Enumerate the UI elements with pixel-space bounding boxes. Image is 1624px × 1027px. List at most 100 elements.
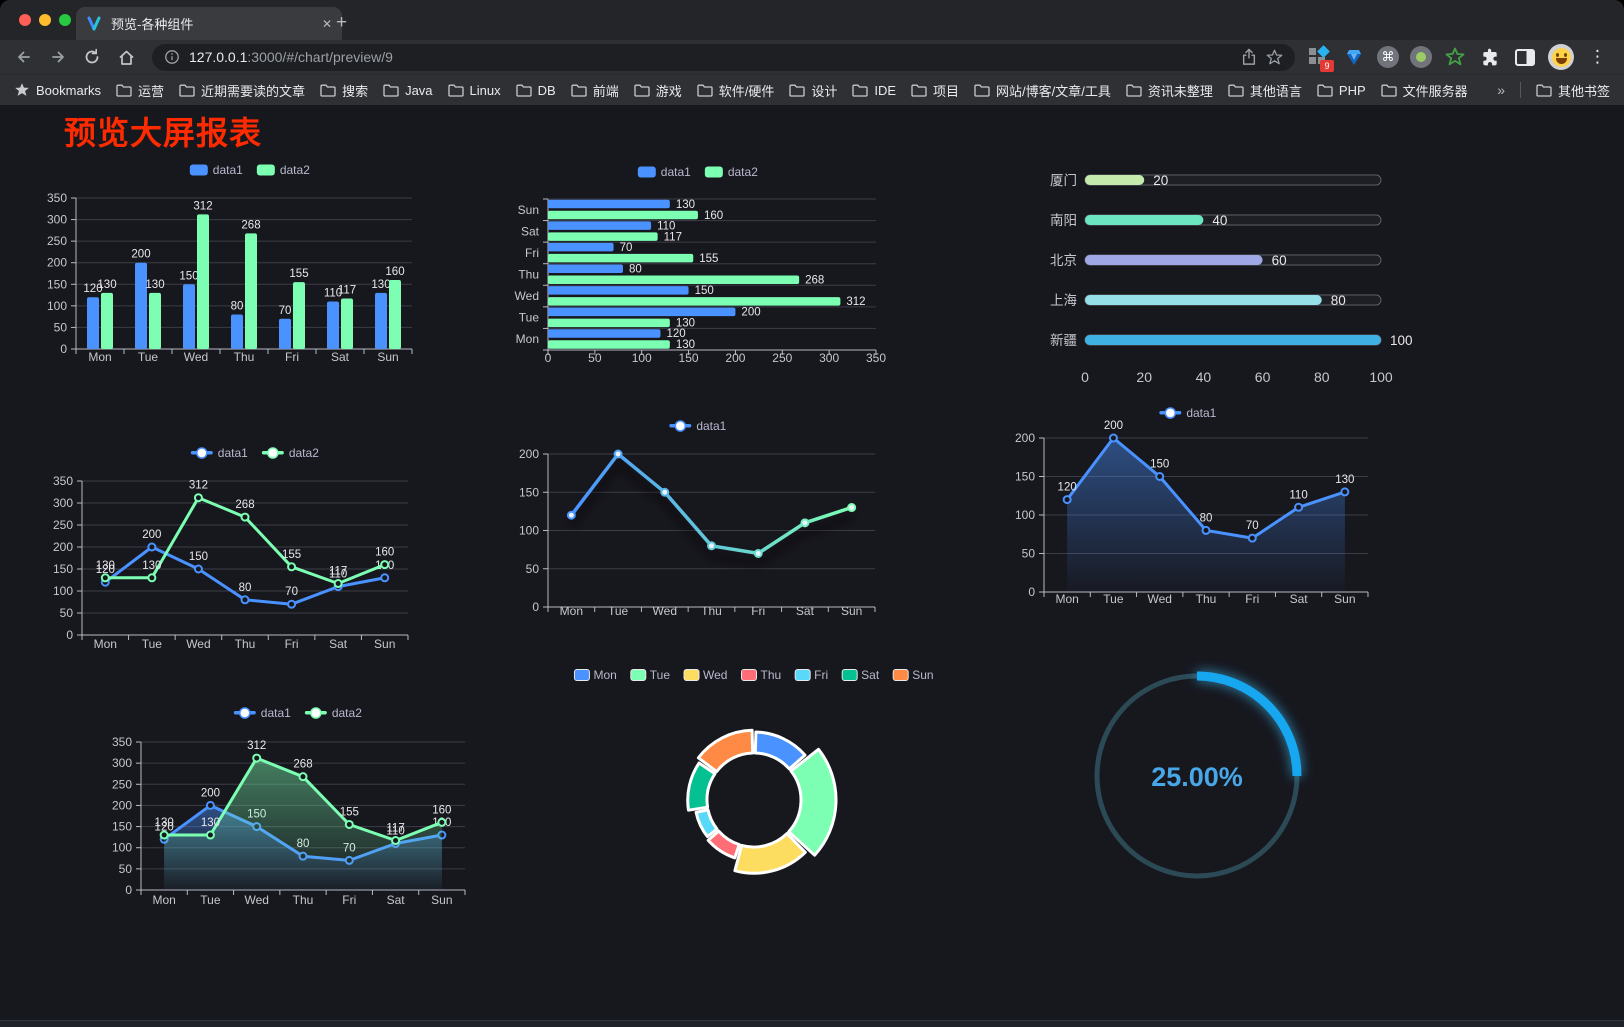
command-extension-icon[interactable]: ⌘ — [1377, 46, 1399, 68]
extension-badge: 9 — [1320, 60, 1334, 72]
svg-text:100: 100 — [1369, 369, 1393, 385]
svg-text:250: 250 — [47, 234, 67, 248]
reload-icon[interactable] — [78, 43, 106, 71]
folder-icon — [1126, 84, 1142, 97]
bookmark-folder[interactable]: 资讯未整理 — [1126, 81, 1213, 100]
share-icon[interactable] — [1241, 48, 1257, 66]
bookmark-folder[interactable]: 网站/博客/文章/工具 — [974, 81, 1111, 100]
page-title: 预览大屏报表 — [64, 115, 263, 151]
bookmark-folder[interactable]: 近期需要读的文章 — [179, 81, 305, 100]
tab-close-icon[interactable]: ✕ — [321, 16, 332, 31]
green-star-extension-icon[interactable] — [1443, 45, 1467, 69]
svg-text:80: 80 — [1314, 369, 1330, 385]
svg-text:Thu: Thu — [234, 350, 255, 364]
new-tab-button[interactable]: + — [336, 12, 348, 33]
recorder-extension-icon[interactable] — [1410, 46, 1432, 68]
svg-text:Sun: Sun — [431, 893, 452, 907]
bookmark-folder[interactable]: 项目 — [911, 81, 959, 100]
back-icon[interactable] — [10, 43, 38, 71]
folder-icon — [974, 84, 990, 97]
sidebar-icon[interactable] — [1513, 45, 1537, 69]
svg-text:312: 312 — [189, 480, 208, 492]
minimize-window-button[interactable] — [39, 14, 51, 26]
svg-text:Sun: Sun — [377, 350, 398, 364]
svg-text:data2: data2 — [280, 163, 310, 177]
svg-text:200: 200 — [725, 351, 745, 365]
svg-text:150: 150 — [179, 270, 198, 282]
site-info-icon[interactable] — [164, 49, 180, 65]
pie-slice-Mon — [753, 730, 807, 771]
svg-text:80: 80 — [231, 300, 244, 312]
bookmark-folder[interactable]: 设计 — [789, 81, 837, 100]
svg-text:Tue: Tue — [142, 637, 163, 651]
svg-text:80: 80 — [1200, 512, 1213, 524]
chart-area-two-series: data1 data2 0 50 100 150 200 250 300 350 Mon Tue Wed… — [108, 700, 488, 915]
bookmark-folder[interactable]: 游戏 — [634, 81, 682, 100]
zoom-window-button[interactable] — [59, 14, 71, 26]
svg-text:0: 0 — [1028, 585, 1035, 599]
grid-extension-icon[interactable]: 9 — [1307, 45, 1334, 72]
svg-text:117: 117 — [664, 231, 682, 243]
svg-text:300: 300 — [53, 496, 73, 510]
svg-text:250: 250 — [112, 777, 132, 791]
svg-text:0: 0 — [1081, 369, 1089, 385]
bookmark-star-icon[interactable] — [1266, 49, 1283, 66]
emoji-face-icon — [1551, 47, 1571, 67]
bookmark-folder[interactable]: Java — [383, 81, 433, 100]
address-bar[interactable]: 127.0.0.1:3000/#/chart/preview/9 — [152, 43, 1295, 71]
svg-text:130: 130 — [201, 817, 220, 829]
bookmark-folder[interactable]: 文件服务器 — [1381, 81, 1468, 100]
close-window-button[interactable] — [19, 14, 31, 26]
svg-text:110: 110 — [386, 825, 404, 837]
svg-text:350: 350 — [47, 191, 67, 205]
home-icon[interactable] — [112, 43, 140, 71]
bookmark-folder[interactable]: 搜索 — [320, 81, 368, 100]
svg-text:200: 200 — [1104, 420, 1123, 432]
svg-text:250: 250 — [772, 351, 792, 365]
bookmark-folder[interactable]: 其他语言 — [1228, 81, 1302, 100]
svg-text:Thu: Thu — [760, 668, 781, 682]
svg-text:250: 250 — [53, 518, 73, 532]
bookmark-folder[interactable]: DB — [515, 81, 556, 100]
svg-text:155: 155 — [699, 253, 718, 265]
bookmark-folder[interactable]: 软件/硬件 — [697, 81, 774, 100]
profile-avatar[interactable] — [1548, 44, 1574, 70]
bookmark-folder[interactable]: Linux — [447, 81, 501, 100]
folder-icon — [447, 84, 464, 97]
svg-text:40: 40 — [1196, 369, 1212, 385]
extensions-puzzle-icon[interactable] — [1478, 45, 1502, 69]
chart-canvas-line-gradient: data1 0 50 100 150 200 Mon Tue Wed Thu Fri Sat Sun — [519, 419, 876, 618]
menu-kebab-icon[interactable]: ⋮ — [1589, 47, 1606, 66]
svg-text:Tue: Tue — [608, 604, 629, 618]
bookmark-folder[interactable]: 运营 — [116, 81, 164, 100]
window-bottom-edge — [0, 1020, 1624, 1027]
browser-tab[interactable]: 预览-各种组件 ✕ — [76, 7, 342, 40]
forward-icon[interactable] — [44, 43, 72, 71]
svg-text:上海: 上海 — [1050, 293, 1077, 308]
bookmarks-overflow-chevron[interactable]: » — [1497, 82, 1505, 98]
svg-text:150: 150 — [519, 485, 539, 499]
bookmark-folder[interactable]: IDE — [852, 81, 896, 100]
gem-extension-icon[interactable] — [1342, 45, 1366, 69]
url-path: :3000/#/chart/preview/9 — [247, 49, 393, 65]
svg-text:Thu: Thu — [1196, 592, 1217, 606]
bookmark-folder[interactable]: 前端 — [571, 81, 619, 100]
folder-icon — [789, 84, 805, 97]
series-data1: 120 200 150 80 70 110 130 — [83, 249, 391, 349]
svg-text:Tue: Tue — [1103, 592, 1124, 606]
svg-text:Sat: Sat — [329, 637, 348, 651]
svg-text:150: 150 — [695, 285, 714, 297]
chart-legend: data1 data2 — [190, 446, 319, 460]
folder-icon — [634, 84, 650, 97]
other-bookmarks[interactable]: 其他书签 — [1536, 81, 1610, 100]
svg-text:Wed: Wed — [653, 604, 677, 618]
svg-text:200: 200 — [47, 256, 67, 270]
bookmark-folder[interactable]: PHP — [1317, 81, 1366, 100]
svg-text:300: 300 — [819, 351, 839, 365]
svg-text:Sun: Sun — [374, 637, 395, 651]
folder-icon — [1536, 84, 1552, 97]
bookmarks-manager[interactable]: Bookmarks — [14, 82, 101, 98]
svg-text:Fri: Fri — [342, 893, 356, 907]
svg-text:200: 200 — [131, 249, 150, 261]
svg-text:160: 160 — [704, 210, 723, 222]
